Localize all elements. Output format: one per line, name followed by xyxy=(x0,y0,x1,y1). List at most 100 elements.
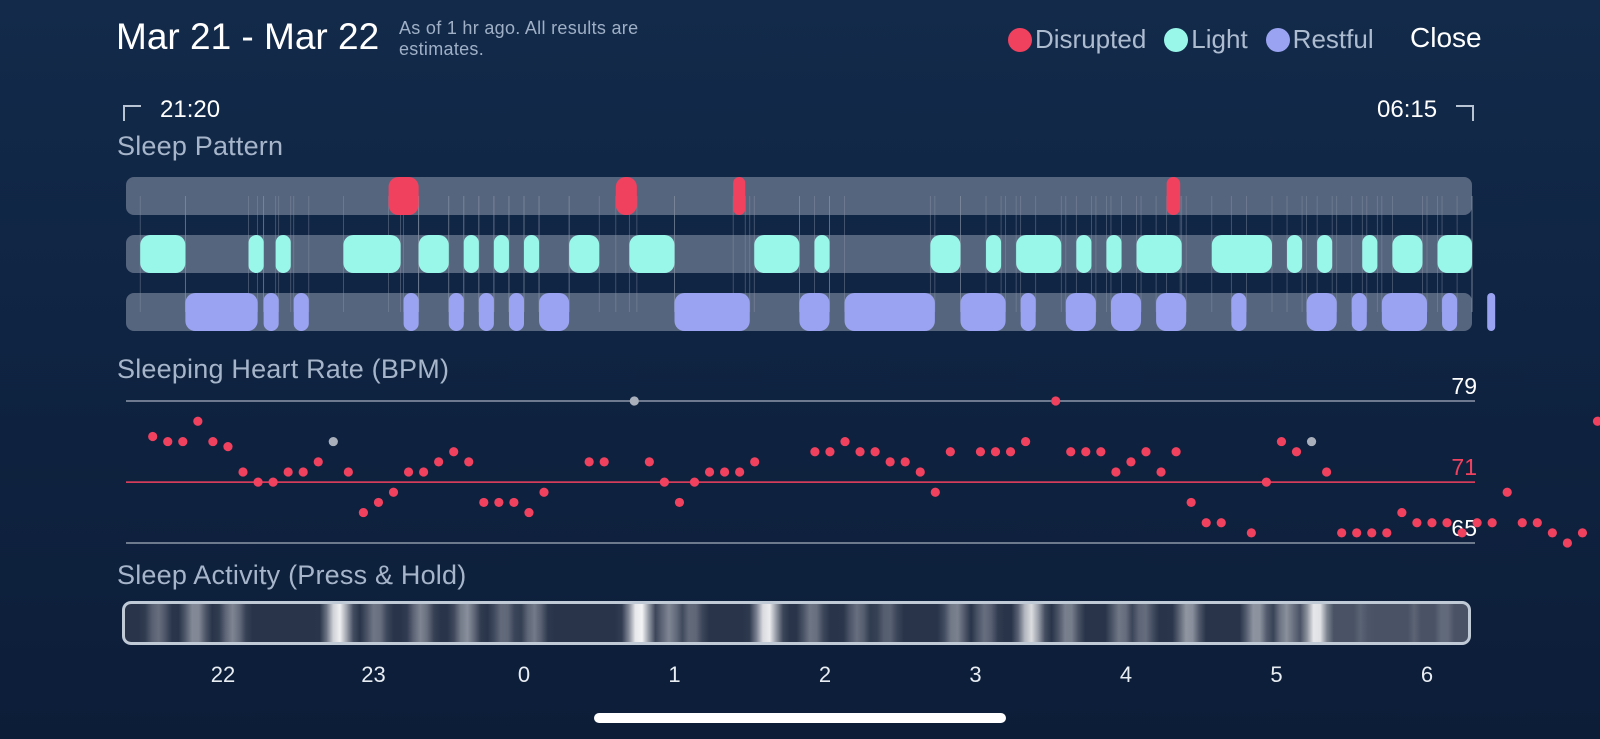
light-segment xyxy=(1317,235,1333,273)
restful-segment xyxy=(185,293,258,331)
heart-rate-point xyxy=(1352,528,1362,538)
sleep-activity-bar[interactable] xyxy=(122,601,1471,645)
heart-rate-point xyxy=(945,447,955,457)
end-time-label: 06:15 xyxy=(1377,96,1438,123)
heart-rate-point xyxy=(870,447,880,457)
max-label: 79 xyxy=(1451,373,1477,399)
heart-rate-point xyxy=(659,477,670,487)
light-segment xyxy=(814,235,830,273)
heart-rate-point xyxy=(1126,457,1136,467)
heart-rate-point xyxy=(689,477,700,487)
light-segment xyxy=(1076,235,1092,273)
heart-rate-point xyxy=(539,487,549,497)
heart-rate-point xyxy=(1562,538,1572,548)
heart-rate-point xyxy=(629,396,639,406)
light-segment xyxy=(418,235,449,273)
heart-rate-point xyxy=(1306,436,1317,447)
close-button[interactable]: Close xyxy=(1410,22,1482,53)
sleep-pattern-title: Sleep Pattern xyxy=(117,131,284,161)
heart-rate-point xyxy=(1427,518,1437,528)
heart-rate-point xyxy=(373,497,384,508)
restful-segment xyxy=(1110,293,1142,331)
light-segment xyxy=(524,235,540,273)
heart-rate-point xyxy=(900,457,910,467)
heart-rate-point xyxy=(975,447,986,457)
avg-label: 71 xyxy=(1451,454,1477,480)
heart-rate-point xyxy=(1412,518,1422,528)
time-tick-label: 6 xyxy=(1420,662,1434,687)
heart-rate-point xyxy=(494,497,504,508)
heart-rate-point xyxy=(479,497,489,508)
legend-restful: Restful xyxy=(1265,24,1374,55)
heart-rate-point xyxy=(464,457,474,467)
light-segment xyxy=(1211,235,1272,273)
legend-disrupted: Disrupted xyxy=(1008,24,1146,55)
heart-rate-point xyxy=(1021,436,1031,447)
light-segment xyxy=(754,235,800,273)
light-segment xyxy=(1136,235,1182,273)
time-tick-label: 23 xyxy=(361,662,386,687)
restful-segment xyxy=(448,293,464,331)
time-tick-label: 22 xyxy=(210,662,236,687)
restful-segment xyxy=(1351,293,1367,331)
legend: Disrupted Light Restful xyxy=(1008,24,1392,55)
light-segment xyxy=(1106,235,1122,273)
heart-rate-point xyxy=(1472,518,1482,528)
restful-segment xyxy=(1306,293,1337,331)
heart-rate-point xyxy=(343,467,353,477)
time-tick-label: 0 xyxy=(517,662,531,687)
heart-rate-point xyxy=(253,477,263,487)
heart-rate-point xyxy=(223,442,233,452)
restful-segment xyxy=(263,293,279,331)
heart-rate-point xyxy=(1141,447,1151,457)
heart-rate-point xyxy=(1081,447,1091,457)
legend-disrupted-label: Disrupted xyxy=(1035,24,1147,54)
heart-rate-point xyxy=(990,447,1001,457)
heart-rate-point xyxy=(524,507,534,518)
heart-rate-point xyxy=(1246,528,1256,538)
pattern-track-disrupted xyxy=(126,177,1472,215)
heart-rate-point xyxy=(163,436,173,447)
legend-light-label: Light xyxy=(1191,24,1248,54)
heart-rate-point xyxy=(283,467,293,477)
light-segment xyxy=(986,235,1002,273)
heart-rate-point xyxy=(674,497,685,508)
heart-rate-point xyxy=(1201,518,1211,528)
light-segment xyxy=(1362,235,1378,273)
heart-rate-point xyxy=(599,457,609,467)
heart-rate-point xyxy=(840,436,850,447)
heart-rate-point xyxy=(1005,447,1016,457)
heart-rate-point xyxy=(1457,528,1467,538)
heart-rate-point xyxy=(1382,528,1392,538)
heart-rate-point xyxy=(434,457,444,467)
heart-rate-chart[interactable]: 79 71 65 xyxy=(0,0,1600,560)
sleep-pattern-chart[interactable] xyxy=(0,0,1600,345)
heart-rate-point xyxy=(419,467,429,477)
end-time: 06:15 xyxy=(1377,96,1475,124)
home-indicator[interactable] xyxy=(594,713,1006,723)
restful-segment xyxy=(508,293,524,331)
light-segment xyxy=(1016,235,1062,273)
heart-rate-point xyxy=(720,467,730,477)
heart-rate-point xyxy=(148,431,158,442)
restful-segment xyxy=(1442,293,1458,331)
heart-rate-point xyxy=(915,467,925,477)
light-segment xyxy=(493,235,509,273)
heart-rate-point xyxy=(750,457,760,467)
min-label: 65 xyxy=(1451,515,1477,541)
left-bracket-icon xyxy=(123,105,141,121)
heart-rate-point xyxy=(1517,518,1527,528)
heart-rate-point xyxy=(1322,467,1332,477)
restful-segment xyxy=(1156,293,1187,331)
restful-dot-icon xyxy=(1265,27,1290,52)
heart-rate-point xyxy=(1397,507,1407,518)
heart-rate-point xyxy=(1442,518,1452,528)
heart-rate-point xyxy=(584,457,594,467)
time-tick-label: 4 xyxy=(1119,662,1133,687)
light-dot-icon xyxy=(1164,27,1189,52)
restful-segment xyxy=(403,293,419,331)
heart-rate-point xyxy=(885,457,895,467)
heart-rate-point xyxy=(704,467,715,477)
light-segment xyxy=(1392,235,1423,273)
heart-rate-point xyxy=(1367,528,1377,538)
